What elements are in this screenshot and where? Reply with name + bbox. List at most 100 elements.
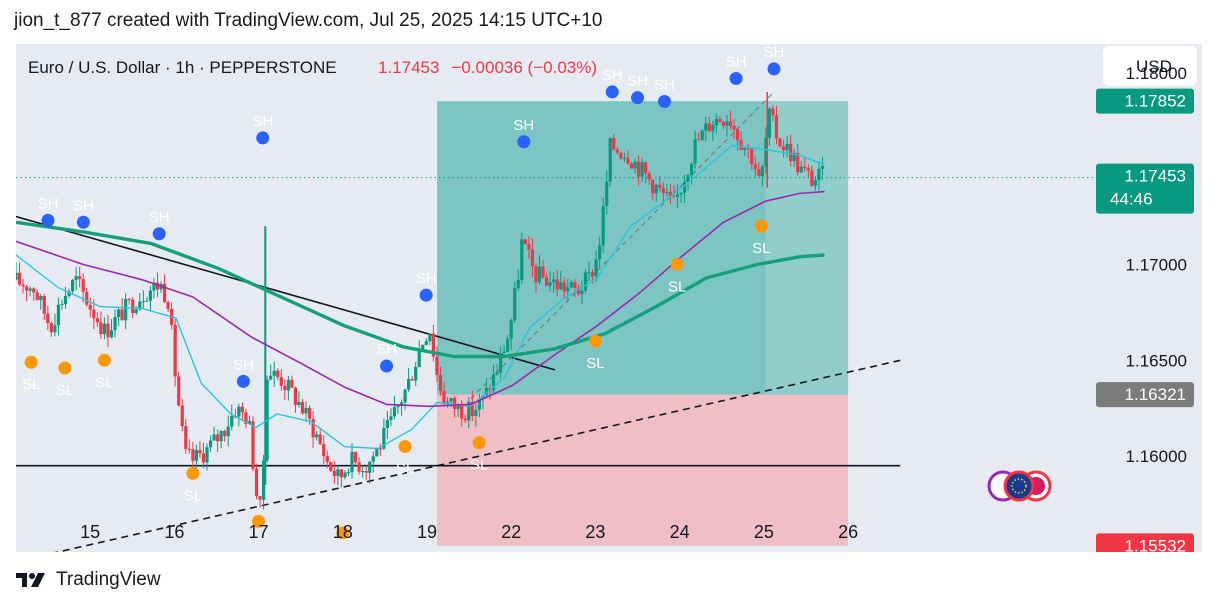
x-tick-label: 16 <box>164 522 184 542</box>
candle-body <box>88 304 92 310</box>
candle-body <box>644 162 648 174</box>
candle-body <box>523 239 527 245</box>
footer: TradingView <box>16 568 161 592</box>
candle-body <box>276 370 280 378</box>
candle-body <box>134 309 138 314</box>
swing-high-label: SH <box>73 197 94 214</box>
candle-body <box>711 125 715 132</box>
candle-body <box>421 344 425 351</box>
candle-body <box>378 448 382 450</box>
candle-body <box>237 406 241 417</box>
candle-body <box>198 450 202 454</box>
swing-low-dot <box>754 219 768 233</box>
swing-high-label: SH <box>627 73 648 90</box>
profit-zone <box>437 101 849 395</box>
tradingview-logo-icon <box>16 573 45 587</box>
swing-low-dot <box>252 514 266 528</box>
candle-body <box>449 398 453 402</box>
profit-zone-remaining <box>765 101 849 395</box>
candle-body <box>675 194 680 197</box>
candle-body <box>70 279 75 292</box>
x-tick-label: 15 <box>80 522 100 542</box>
candle-body <box>240 406 244 413</box>
candle-body <box>120 309 124 321</box>
time-axis[interactable]: 15 16 17 18 19 22 23 24 25 26 <box>80 522 858 542</box>
currency-button[interactable]: USD <box>1103 46 1197 86</box>
candle-body <box>435 356 439 375</box>
candle-body <box>375 448 379 457</box>
candle-body <box>750 148 754 165</box>
candle-body <box>477 398 481 410</box>
countdown-label: 44:46 <box>1110 190 1153 209</box>
candle-body <box>481 395 485 399</box>
candle-body <box>95 318 99 323</box>
candle-body <box>148 290 153 301</box>
candle-body <box>445 401 450 403</box>
swing-low-dot <box>186 466 200 480</box>
swing-high-label: SH <box>764 44 785 61</box>
swing-low-dot <box>24 355 38 369</box>
candle-body <box>407 378 411 390</box>
candle-body <box>760 166 764 177</box>
candle-body <box>300 401 305 414</box>
moving-average-3 <box>16 220 825 359</box>
currency-flags-icon <box>987 470 1052 502</box>
candle-body <box>216 434 220 442</box>
x-tick-label: 26 <box>838 522 858 542</box>
candle-body <box>746 148 750 150</box>
swing-high-dot <box>76 215 90 229</box>
candle-body <box>392 407 397 417</box>
x-tick-label: 18 <box>333 522 353 542</box>
candle-body <box>251 421 255 469</box>
candle-body <box>502 351 506 353</box>
candle-body <box>389 416 393 421</box>
stop-loss-label: 1.15532 <box>1125 536 1186 552</box>
candle-body <box>35 292 39 301</box>
candle-body <box>343 472 347 478</box>
brand-name: TradingView <box>56 569 161 590</box>
candle-body <box>587 272 591 274</box>
candle-body <box>506 338 510 352</box>
swing-low-label: SL <box>184 487 202 504</box>
candle-body <box>456 404 460 410</box>
candle-body <box>679 192 683 195</box>
candle-body <box>53 325 57 333</box>
candle-body <box>527 244 531 250</box>
candle-body <box>131 299 135 314</box>
moving-average-2 <box>16 190 825 408</box>
y-tick-label: 1.16500 <box>1126 351 1187 370</box>
candle-body <box>651 179 655 194</box>
candle-body <box>612 137 616 150</box>
candle-body <box>576 288 581 294</box>
price-axis[interactable]: 1.18000 1.17000 1.16500 1.16000 <box>1126 64 1187 466</box>
candle-body <box>67 291 71 296</box>
candle-body <box>442 390 446 403</box>
chart-panel[interactable]: SH SH SH SH SH SH SH SH SH SH SH SH SH SL SL SL SL SL SL SL… <box>16 44 1202 552</box>
swing-low-label: SL <box>56 382 74 399</box>
candle-body <box>106 323 110 338</box>
candle-body <box>283 385 287 391</box>
candle-body <box>99 322 103 335</box>
candle-body <box>307 407 312 419</box>
candle-body <box>598 245 602 260</box>
candle-body <box>817 168 821 181</box>
candle-body <box>569 282 573 288</box>
candle-body <box>739 140 743 150</box>
x-tick-label: 25 <box>754 522 774 542</box>
candle-body <box>633 161 637 169</box>
candle-body <box>81 279 85 292</box>
candle-body <box>16 272 18 280</box>
candle-body <box>438 374 443 391</box>
candle-body <box>682 181 687 193</box>
candle-body <box>690 163 694 176</box>
candle-body <box>262 460 266 500</box>
candle-body <box>286 379 290 391</box>
candle-body <box>124 299 128 321</box>
swing-high-label: SH <box>416 270 437 287</box>
candle-body <box>56 304 61 326</box>
candle-body <box>410 378 414 381</box>
candle-body <box>272 370 276 376</box>
candle-body <box>622 157 626 159</box>
candle-body <box>721 122 726 126</box>
